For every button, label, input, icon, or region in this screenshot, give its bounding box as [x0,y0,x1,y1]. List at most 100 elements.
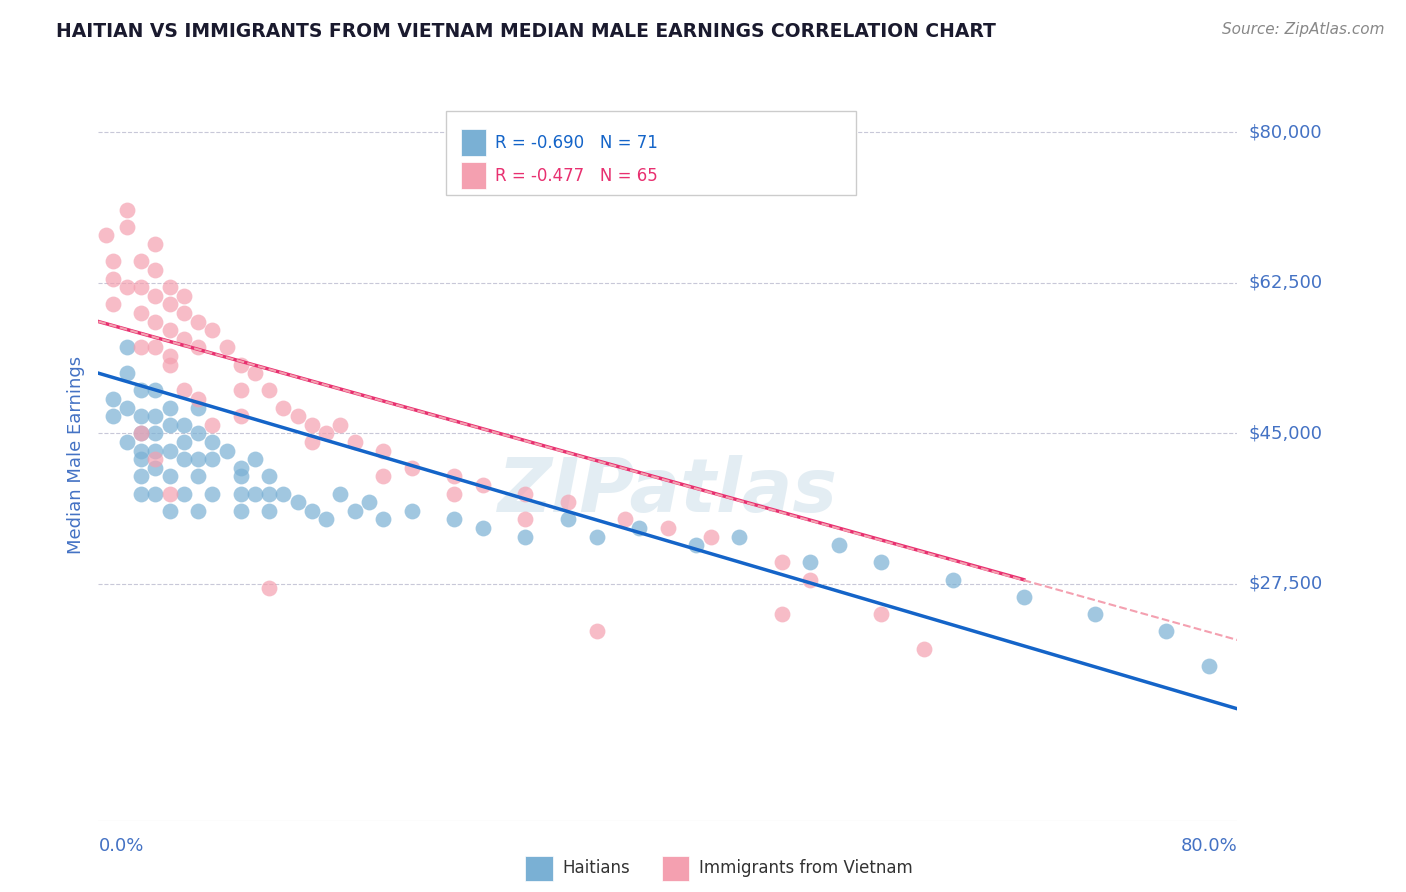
Point [94,228,117,243]
Point [515,486,537,500]
Point [259,384,281,398]
Point [159,297,181,311]
Point [187,452,209,467]
Point [129,426,152,441]
Point [187,426,209,441]
Point [145,289,167,303]
Point [173,384,195,398]
Point [229,460,252,475]
Point [115,280,138,294]
Point [173,306,195,320]
Point [229,384,252,398]
Point [373,443,395,458]
Point [287,409,309,424]
Point [159,401,181,415]
Point [229,409,252,424]
Point [159,323,181,337]
Text: Immigrants from Vietnam: Immigrants from Vietnam [699,859,912,877]
Point [343,435,366,450]
Point [159,443,181,458]
Point [173,417,195,432]
Point [129,486,152,500]
Point [145,486,167,500]
Point [101,409,124,424]
Point [101,271,124,285]
Point [129,280,152,294]
Point [173,332,195,346]
Point [129,340,152,354]
Text: R = -0.477   N = 65: R = -0.477 N = 65 [495,167,658,185]
Text: $62,500: $62,500 [1249,274,1323,292]
Point [145,340,167,354]
Point [115,219,138,234]
Point [401,460,423,475]
Point [187,401,209,415]
Point [229,486,252,500]
Point [187,340,209,354]
Point [315,426,337,441]
Point [187,392,209,406]
Point [101,392,124,406]
Point [273,401,295,415]
Point [115,435,138,450]
Point [159,504,181,518]
Point [770,556,793,570]
Point [229,358,252,372]
Text: ZIPatlas: ZIPatlas [498,455,838,528]
Point [628,521,651,535]
Y-axis label: Median Male Earnings: Median Male Earnings [66,356,84,554]
Point [129,384,152,398]
Point [145,314,167,328]
Point [145,426,167,441]
Point [471,521,494,535]
Point [145,409,167,424]
Point [187,314,209,328]
Text: 0.0%: 0.0% [98,838,143,855]
Point [129,306,152,320]
Text: Source: ZipAtlas.com: Source: ZipAtlas.com [1222,22,1385,37]
Point [343,504,366,518]
Point [912,641,935,656]
Point [273,486,295,500]
FancyBboxPatch shape [662,855,689,880]
Point [301,504,323,518]
Point [259,582,281,596]
Point [201,435,224,450]
Point [145,460,167,475]
Point [173,486,195,500]
Point [373,512,395,526]
Point [215,340,238,354]
Point [173,435,195,450]
Point [443,512,465,526]
Point [159,417,181,432]
Point [201,417,224,432]
Point [129,254,152,268]
Point [614,512,637,526]
Point [557,512,579,526]
FancyBboxPatch shape [461,128,485,156]
FancyBboxPatch shape [461,161,485,189]
Point [728,530,751,544]
Point [329,486,352,500]
Point [401,504,423,518]
Text: 80.0%: 80.0% [1181,838,1237,855]
Point [145,443,167,458]
Point [129,452,152,467]
Point [373,469,395,483]
Point [585,530,607,544]
Text: $45,000: $45,000 [1249,425,1323,442]
Point [301,435,323,450]
Point [515,530,537,544]
Point [357,495,380,509]
Point [1154,624,1177,639]
Point [828,538,851,552]
Text: R = -0.690   N = 71: R = -0.690 N = 71 [495,134,658,152]
Point [101,254,124,268]
Point [585,624,607,639]
Point [159,349,181,363]
Point [515,512,537,526]
Point [259,469,281,483]
Point [159,280,181,294]
Point [187,469,209,483]
Point [243,452,266,467]
